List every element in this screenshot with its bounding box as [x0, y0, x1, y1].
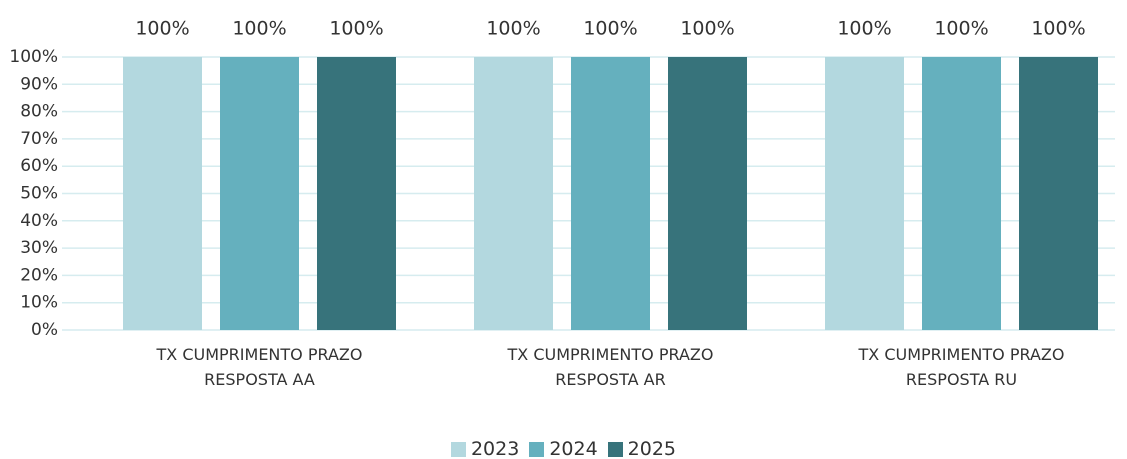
y-tick-label: 70%	[20, 129, 58, 149]
y-tick-label: 20%	[20, 265, 58, 285]
x-tick-label: TX CUMPRIMENTO PRAZO RESPOSTA AA	[156, 345, 363, 389]
y-tick-label: 90%	[20, 74, 58, 94]
legend-item: 2023	[450, 438, 520, 459]
y-tick-label: 80%	[20, 102, 58, 122]
legend-swatch	[450, 441, 466, 457]
legend-swatch	[607, 441, 623, 457]
bar	[123, 57, 202, 330]
y-tick-label: 0%	[31, 320, 58, 340]
data-label: 100%	[934, 18, 988, 40]
bar	[220, 57, 299, 330]
legend-label: 2025	[627, 438, 677, 459]
data-label: 100%	[232, 18, 286, 40]
y-tick-label: 60%	[20, 156, 58, 176]
data-label: 100%	[583, 18, 637, 40]
data-label: 100%	[837, 18, 891, 40]
legend-item: 2025	[607, 438, 677, 459]
legend-label: 2023	[470, 438, 520, 459]
bar	[922, 57, 1001, 330]
x-tick-label: TX CUMPRIMENTO PRAZO RESPOSTA RU	[858, 345, 1065, 389]
data-label: 100%	[329, 18, 383, 40]
data-label: 100%	[486, 18, 540, 40]
data-label: 100%	[680, 18, 734, 40]
data-label: 100%	[135, 18, 189, 40]
bar	[571, 57, 650, 330]
bar	[668, 57, 747, 330]
bar	[474, 57, 553, 330]
bar	[825, 57, 904, 330]
bar	[317, 57, 396, 330]
y-tick-label: 10%	[20, 293, 58, 313]
bar	[1019, 57, 1098, 330]
y-tick-label: 30%	[20, 238, 58, 258]
data-label: 100%	[1031, 18, 1085, 40]
legend: 2023 2024 2025	[0, 438, 1127, 459]
y-tick-label: 40%	[20, 211, 58, 231]
y-tick-label: 50%	[20, 184, 58, 204]
y-tick-label: 100%	[9, 47, 58, 67]
legend-swatch	[529, 441, 545, 457]
x-tick-label: TX CUMPRIMENTO PRAZO RESPOSTA AR	[507, 345, 714, 389]
legend-label: 2024	[549, 438, 598, 459]
legend-item: 2024	[529, 438, 598, 459]
